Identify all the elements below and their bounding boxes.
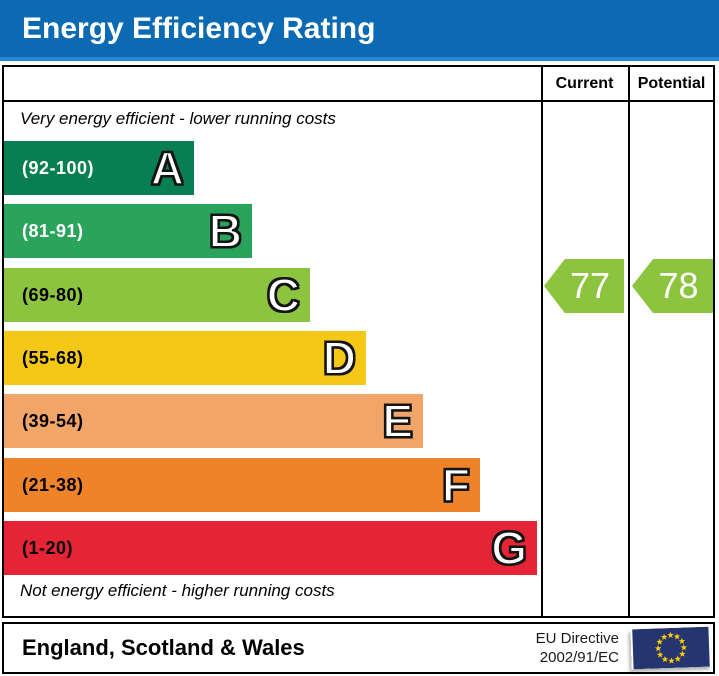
energy-rating-table: Current Potential Very energy efficient … — [2, 65, 715, 618]
band-row-d: (55-68) D — [4, 331, 366, 385]
eu-flag-star — [660, 633, 668, 640]
band-range-label: (92-100) — [22, 157, 95, 178]
region-label: England, Scotland & Wales — [22, 635, 305, 660]
band-range-label: (81-91) — [22, 220, 84, 241]
band-row-f: (21-38) F — [4, 458, 480, 512]
eu-flag-icon — [632, 626, 710, 670]
eu-directive-line2: 2002/91/EC — [539, 649, 619, 666]
band-letter: D — [322, 332, 357, 384]
current-rating-arrow: 77 — [544, 259, 624, 313]
top-note: Very energy efficient - lower running co… — [20, 109, 336, 128]
band-row-e: (39-54) E — [4, 394, 423, 448]
eu-flag-star — [656, 651, 664, 658]
band-letter: E — [381, 395, 414, 447]
band-row-g: (1-20) G — [4, 521, 537, 575]
band-range-label: (69-80) — [22, 284, 84, 305]
band-letter: C — [266, 269, 301, 321]
header-divider — [4, 100, 713, 102]
band-list: (92-100) A (81-91) B (69-80) C (55-68) D (39-54)… — [4, 141, 541, 581]
eu-flag-star — [661, 655, 669, 663]
column-header-potential: Potential — [637, 75, 706, 92]
eu-flag-star — [668, 657, 675, 664]
eu-flag-star — [680, 644, 688, 651]
column-header-current: Current — [555, 75, 614, 92]
current-column-divider — [541, 67, 543, 616]
band-range-label: (21-38) — [22, 474, 84, 495]
potential-column-divider — [628, 67, 630, 616]
band-range-label: (1-20) — [22, 537, 74, 558]
footer: England, Scotland & Wales EU Directive 2… — [2, 622, 715, 674]
band-letter: F — [441, 459, 471, 511]
band-range-label: (55-68) — [22, 347, 84, 368]
band-range-label: (39-54) — [22, 410, 84, 431]
page-title: Energy Efficiency Rating — [22, 12, 376, 45]
eu-flag-star — [678, 637, 686, 645]
potential-rating-arrow: 78 — [632, 259, 713, 313]
band-letter: B — [208, 205, 243, 257]
eu-flag-star — [656, 638, 663, 645]
eu-flag-star — [673, 633, 681, 640]
band-row-a: (92-100) A — [4, 141, 194, 195]
eu-flag-star — [667, 631, 674, 638]
current-rating-value: 77 — [569, 265, 611, 306]
eu-flag-star — [674, 655, 682, 662]
eu-directive-label: EU Directive 2002/91/EC — [536, 629, 619, 667]
band-row-c: (69-80) C — [4, 268, 310, 322]
potential-rating-value: 78 — [658, 265, 699, 306]
band-letter: G — [490, 522, 528, 574]
eu-flag-star — [654, 645, 662, 652]
bottom-note: Not energy efficient - higher running co… — [20, 581, 335, 600]
band-row-b: (81-91) B — [4, 204, 252, 258]
title-bar: Energy Efficiency Rating — [0, 0, 719, 61]
eu-directive-line1: EU Directive — [535, 630, 619, 647]
eu-flag-star — [679, 650, 686, 657]
band-letter: A — [150, 142, 185, 194]
